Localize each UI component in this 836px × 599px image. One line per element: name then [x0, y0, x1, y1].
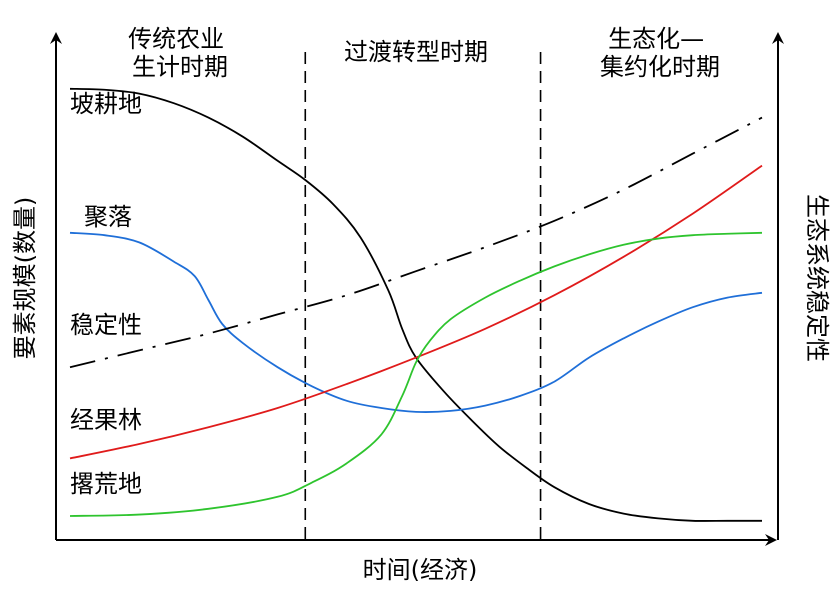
series-line-orchard [69, 164, 763, 460]
series-label-stability: 稳定性 [70, 311, 142, 339]
period-2-title-line-1: 过渡转型时期 [344, 38, 488, 66]
period-1-title-line-2: 生计时期 [132, 53, 228, 81]
x-axis-label: 时间(经济) [363, 556, 478, 584]
series-line-settlement [69, 231, 763, 413]
series-line-abandoned-land [69, 231, 763, 517]
left-y-axis-label: 要素规模(数量) [11, 197, 39, 360]
series-label-orchard: 经果林 [70, 406, 142, 434]
series-label-settlement: 聚落 [84, 203, 132, 231]
series-label-abandoned-land: 撂荒地 [70, 470, 142, 498]
period-2-title: 过渡转型时期 [344, 38, 488, 66]
period-3-title: 生态化— 集约化时期 [600, 25, 720, 81]
series-label-sloping-farmland: 坡耕地 [70, 90, 142, 118]
series-layer [69, 87, 763, 522]
period-1-title: 传统农业 生计时期 [128, 25, 232, 81]
period-3-title-line-2: 集约化时期 [600, 53, 720, 81]
period-3-title-line-1: 生态化— [608, 25, 704, 53]
right-y-axis-label: 生态系统稳定性 [803, 194, 831, 362]
series-line-sloping-farmland [69, 87, 762, 522]
series-line-stability [69, 116, 763, 369]
period-1-title-line-1: 传统农业 [128, 25, 224, 53]
